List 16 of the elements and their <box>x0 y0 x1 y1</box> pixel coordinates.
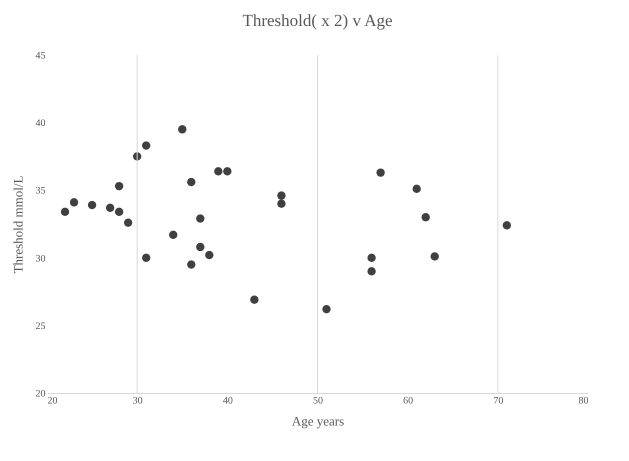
x-tick-label: 60 <box>403 396 414 406</box>
x-tick-label: 50 <box>313 396 323 406</box>
x-tick-label: 40 <box>222 396 233 406</box>
y-tick-label: 30 <box>36 253 46 264</box>
y-tick-label: 40 <box>36 118 46 130</box>
y-tick-label: 35 <box>36 186 46 197</box>
chart-title: Threshold( x 2) v Age <box>242 11 393 30</box>
x-tick-label: 20 <box>48 396 58 406</box>
x-tick-label: 30 <box>132 396 143 406</box>
x-tick-label: 70 <box>493 396 504 406</box>
x-tick-label: 80 <box>578 396 588 406</box>
x-axis-title: Age years <box>292 414 344 428</box>
y-tick-label: 45 <box>36 50 46 62</box>
y-tick-label: 20 <box>36 388 46 400</box>
y-tick-label: 25 <box>36 320 46 332</box>
y-axis-title: Threshold mmol/L <box>10 176 26 274</box>
